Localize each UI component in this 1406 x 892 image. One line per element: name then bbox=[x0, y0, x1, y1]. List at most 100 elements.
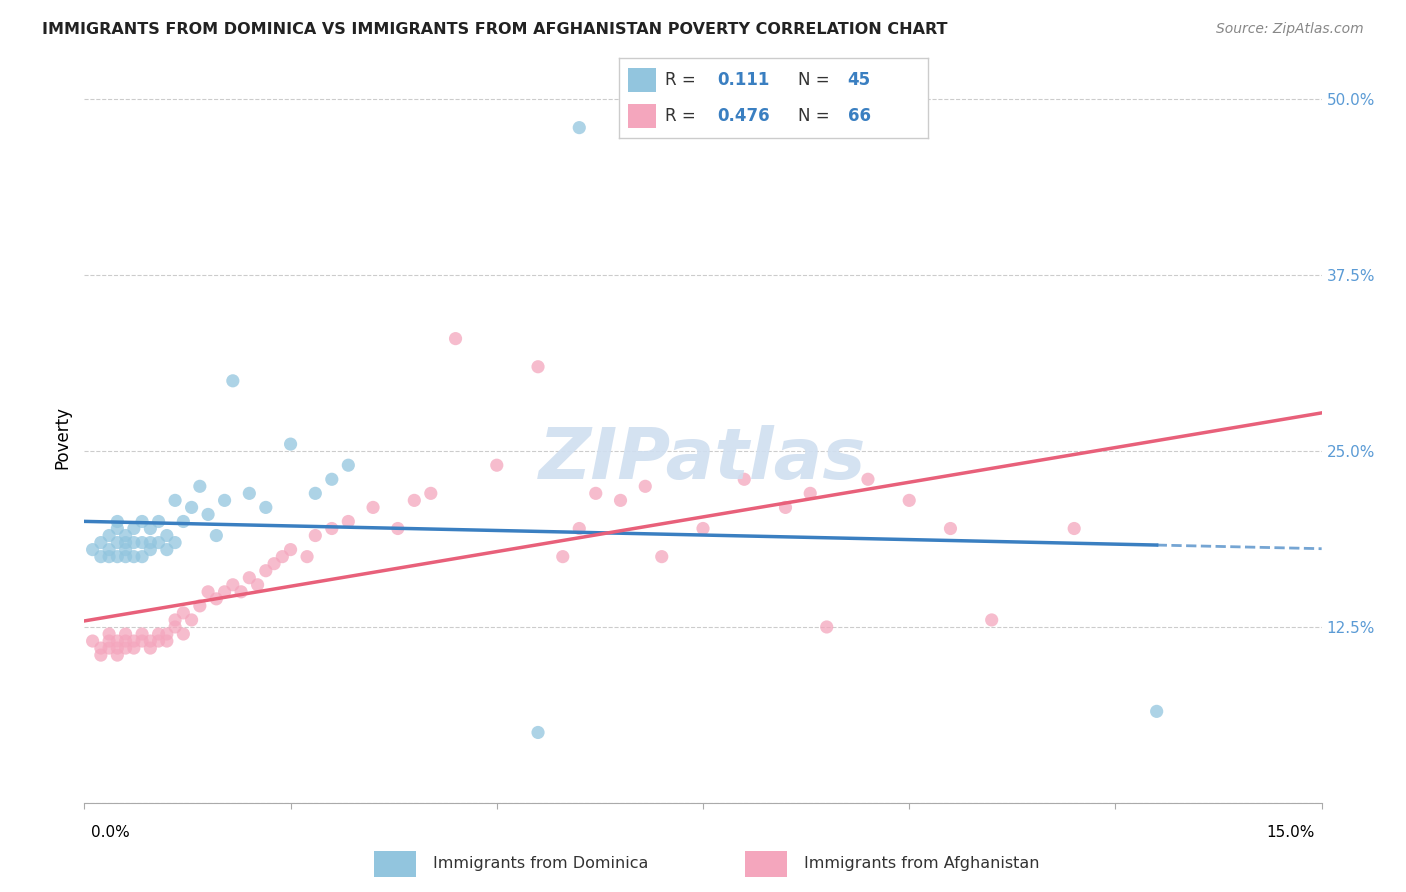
Point bbox=[98, 549, 121, 564]
Point bbox=[799, 486, 821, 500]
Point bbox=[775, 500, 797, 515]
Point bbox=[295, 549, 318, 564]
Point bbox=[815, 620, 838, 634]
Point bbox=[98, 641, 121, 656]
Point bbox=[172, 627, 194, 641]
Point bbox=[122, 521, 145, 535]
Point bbox=[98, 528, 121, 542]
Text: 15.0%: 15.0% bbox=[1267, 825, 1315, 840]
Text: 66: 66 bbox=[848, 107, 870, 125]
Text: IMMIGRANTS FROM DOMINICA VS IMMIGRANTS FROM AFGHANISTAN POVERTY CORRELATION CHAR: IMMIGRANTS FROM DOMINICA VS IMMIGRANTS F… bbox=[42, 22, 948, 37]
Point bbox=[939, 521, 962, 535]
Point bbox=[156, 542, 179, 557]
Point bbox=[114, 627, 136, 641]
Point bbox=[165, 493, 187, 508]
Point bbox=[444, 332, 467, 346]
Point bbox=[222, 578, 245, 592]
Point bbox=[105, 634, 128, 648]
Point bbox=[165, 613, 187, 627]
Point bbox=[165, 535, 187, 549]
Point bbox=[139, 535, 162, 549]
Point bbox=[90, 535, 112, 549]
Point bbox=[156, 528, 179, 542]
Text: 45: 45 bbox=[848, 70, 870, 88]
Point bbox=[1146, 705, 1168, 719]
Point bbox=[387, 521, 409, 535]
Point bbox=[90, 648, 112, 662]
Point bbox=[361, 500, 384, 515]
Text: N =: N = bbox=[799, 70, 835, 88]
Point bbox=[139, 641, 162, 656]
Point bbox=[205, 528, 228, 542]
Text: Immigrants from Dominica: Immigrants from Dominica bbox=[433, 855, 648, 871]
Point bbox=[172, 515, 194, 529]
Point bbox=[304, 528, 326, 542]
Text: R =: R = bbox=[665, 70, 702, 88]
Text: 0.476: 0.476 bbox=[717, 107, 770, 125]
Point bbox=[197, 584, 219, 599]
Point bbox=[156, 627, 179, 641]
Point bbox=[188, 599, 211, 613]
Point bbox=[321, 472, 343, 486]
Point bbox=[122, 634, 145, 648]
Point bbox=[692, 521, 714, 535]
Point bbox=[156, 634, 179, 648]
Point bbox=[271, 549, 294, 564]
Point bbox=[105, 641, 128, 656]
Point bbox=[222, 374, 245, 388]
Point bbox=[105, 521, 128, 535]
Point bbox=[254, 500, 277, 515]
Point bbox=[114, 535, 136, 549]
Text: R =: R = bbox=[665, 107, 702, 125]
Point bbox=[105, 535, 128, 549]
Point bbox=[148, 535, 170, 549]
Point bbox=[238, 486, 260, 500]
Text: 0.111: 0.111 bbox=[717, 70, 770, 88]
Point bbox=[980, 613, 1002, 627]
Point bbox=[131, 627, 153, 641]
Point bbox=[485, 458, 508, 473]
Point bbox=[856, 472, 879, 486]
Point bbox=[568, 521, 591, 535]
Point bbox=[82, 542, 104, 557]
Point bbox=[148, 515, 170, 529]
Point bbox=[139, 634, 162, 648]
Point bbox=[180, 613, 202, 627]
Point bbox=[651, 549, 673, 564]
Point bbox=[568, 120, 591, 135]
Point bbox=[131, 549, 153, 564]
Point bbox=[634, 479, 657, 493]
Point bbox=[229, 584, 252, 599]
Text: Source: ZipAtlas.com: Source: ZipAtlas.com bbox=[1216, 22, 1364, 37]
Point bbox=[246, 578, 269, 592]
Text: 0.0%: 0.0% bbox=[91, 825, 131, 840]
Point bbox=[165, 620, 187, 634]
Point bbox=[205, 591, 228, 606]
Point bbox=[148, 627, 170, 641]
Point bbox=[214, 584, 236, 599]
Point bbox=[122, 535, 145, 549]
Point bbox=[90, 641, 112, 656]
Point bbox=[527, 725, 550, 739]
Point bbox=[114, 528, 136, 542]
Point bbox=[172, 606, 194, 620]
Point bbox=[263, 557, 285, 571]
Point bbox=[90, 549, 112, 564]
Point bbox=[733, 472, 755, 486]
Point bbox=[105, 648, 128, 662]
Point bbox=[280, 437, 302, 451]
Point bbox=[139, 542, 162, 557]
FancyBboxPatch shape bbox=[628, 68, 655, 92]
Point bbox=[98, 634, 121, 648]
Point bbox=[188, 479, 211, 493]
Point bbox=[131, 634, 153, 648]
Point bbox=[105, 549, 128, 564]
Point bbox=[551, 549, 574, 564]
Point bbox=[321, 521, 343, 535]
Y-axis label: Poverty: Poverty bbox=[53, 406, 72, 468]
Point bbox=[419, 486, 441, 500]
Text: Immigrants from Afghanistan: Immigrants from Afghanistan bbox=[804, 855, 1039, 871]
Point bbox=[238, 571, 260, 585]
FancyBboxPatch shape bbox=[374, 851, 416, 877]
Text: N =: N = bbox=[799, 107, 835, 125]
